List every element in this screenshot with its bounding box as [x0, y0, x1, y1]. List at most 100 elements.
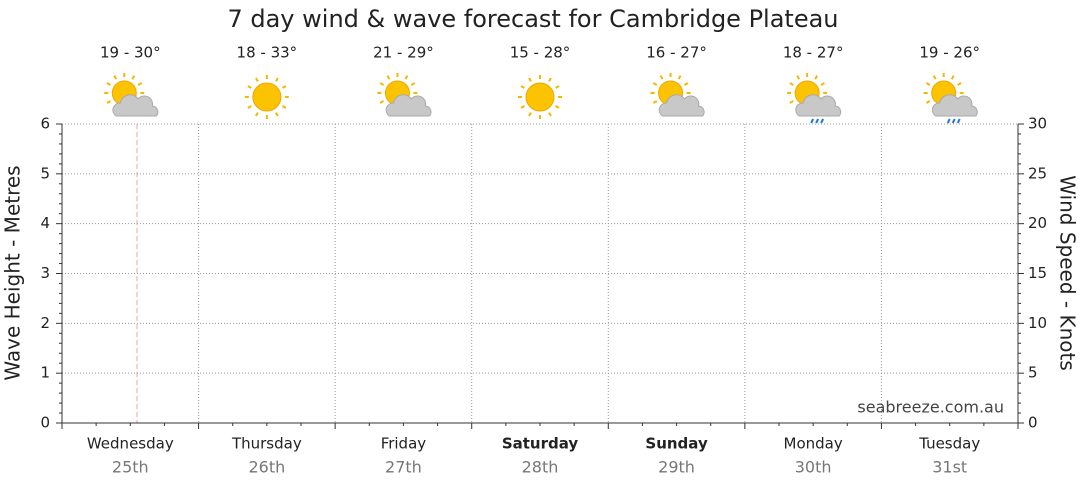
weather-icon: [518, 75, 562, 119]
cloud: [112, 94, 159, 117]
weather-icon: [787, 73, 842, 124]
sun-ray: [410, 82, 416, 86]
sun: [525, 82, 555, 112]
y2-tick-label: 10: [1028, 314, 1047, 332]
sun-ray: [548, 77, 552, 82]
sun-ray: [528, 77, 532, 82]
sun-ray: [274, 112, 279, 117]
sun-ray: [814, 75, 819, 80]
temperature: 16 - 27°: [646, 44, 707, 62]
day-date: 25th: [112, 458, 149, 477]
watermark: seabreeze.com.au: [857, 398, 1004, 417]
day-date: 27th: [385, 458, 422, 477]
sun-ray: [925, 100, 931, 104]
day-date: 28th: [522, 458, 559, 477]
y-tick-label: 6: [40, 115, 50, 133]
cloud: [795, 94, 842, 117]
y-axis-label: Wave Height - Metres: [1, 165, 25, 380]
sun-ray: [652, 100, 658, 104]
day-date: 26th: [248, 458, 285, 477]
y2-tick-label: 5: [1028, 364, 1038, 382]
sun-ray: [925, 82, 931, 86]
sun-ray: [789, 100, 794, 104]
cloud: [385, 94, 432, 117]
y-tick-label: 5: [40, 164, 50, 182]
rain-drop: [815, 118, 820, 124]
sun-ray: [659, 75, 664, 80]
sun-ray: [131, 75, 136, 80]
rain-drop: [951, 118, 956, 124]
sun-ray: [386, 75, 391, 80]
sun-ray: [106, 82, 111, 86]
day-date: 29th: [658, 458, 695, 477]
sun-ray: [652, 82, 658, 86]
temperature: 21 - 29°: [373, 44, 434, 62]
day-name: Tuesday: [918, 435, 980, 453]
sun-ray: [555, 85, 560, 89]
y2-tick-label: 15: [1028, 264, 1047, 282]
sun-ray: [254, 112, 259, 117]
day-name: Monday: [784, 435, 843, 453]
sun-ray: [379, 82, 385, 86]
day-name: Wednesday: [87, 435, 174, 453]
y2-axis-label: Wind Speed - Knots: [1056, 175, 1080, 371]
y-tick-label: 2: [40, 314, 50, 332]
sun-ray: [137, 82, 143, 86]
rain-drop: [946, 118, 951, 124]
sun-ray: [957, 82, 962, 86]
sun-ray: [274, 77, 279, 82]
day-name: Friday: [381, 435, 427, 453]
sun-ray: [555, 105, 560, 109]
rain-drop: [820, 118, 825, 124]
temperature: 18 - 33°: [237, 44, 298, 62]
weather-icon: [650, 73, 705, 117]
temperature: 19 - 30°: [100, 44, 161, 62]
sun-ray: [281, 85, 287, 89]
chart-title: 7 day wind & wave forecast for Cambridge…: [227, 5, 838, 33]
sun: [252, 82, 282, 112]
y2-tick-label: 0: [1028, 414, 1038, 432]
sun-ray: [520, 85, 525, 89]
sun-ray: [820, 82, 825, 86]
rain-drop: [956, 118, 961, 124]
y-tick-label: 1: [40, 364, 50, 382]
y2-tick-label: 20: [1028, 214, 1047, 232]
sun-ray: [548, 112, 552, 117]
rain-drop: [810, 118, 815, 124]
y2-tick-label: 30: [1028, 115, 1047, 133]
day-name: Thursday: [231, 435, 302, 453]
sun-ray: [677, 75, 682, 80]
weather-icon: [377, 73, 432, 117]
sun-ray: [789, 82, 794, 86]
temperature: 15 - 28°: [510, 44, 571, 62]
weather-icon: [244, 75, 289, 119]
sun-ray: [254, 77, 259, 82]
sun-ray: [683, 82, 689, 86]
sun-ray: [796, 75, 801, 80]
sun-ray: [950, 75, 955, 80]
sun-ray: [404, 75, 409, 80]
y2-tick-label: 25: [1028, 164, 1047, 182]
sun-ray: [281, 105, 287, 109]
day-name: Saturday: [502, 435, 579, 453]
sun-ray: [520, 105, 525, 109]
day-date: 30th: [795, 458, 832, 477]
day-name: Sunday: [645, 435, 708, 453]
sun-ray: [932, 75, 937, 80]
sun-ray: [106, 100, 111, 104]
y-tick-label: 4: [40, 214, 50, 232]
sun-ray: [247, 85, 252, 89]
y-tick-label: 3: [40, 264, 50, 282]
day-date: 31st: [932, 458, 967, 477]
sun-ray: [379, 100, 385, 104]
temperature: 18 - 27°: [783, 44, 844, 62]
temperature: 19 - 26°: [919, 44, 980, 62]
weather-icon: [923, 73, 978, 124]
y-tick-label: 0: [40, 414, 50, 432]
cloud: [658, 94, 705, 117]
sun-ray: [113, 75, 118, 80]
cloud: [931, 94, 978, 117]
sun-ray: [528, 112, 532, 117]
weather-icon: [104, 73, 159, 117]
